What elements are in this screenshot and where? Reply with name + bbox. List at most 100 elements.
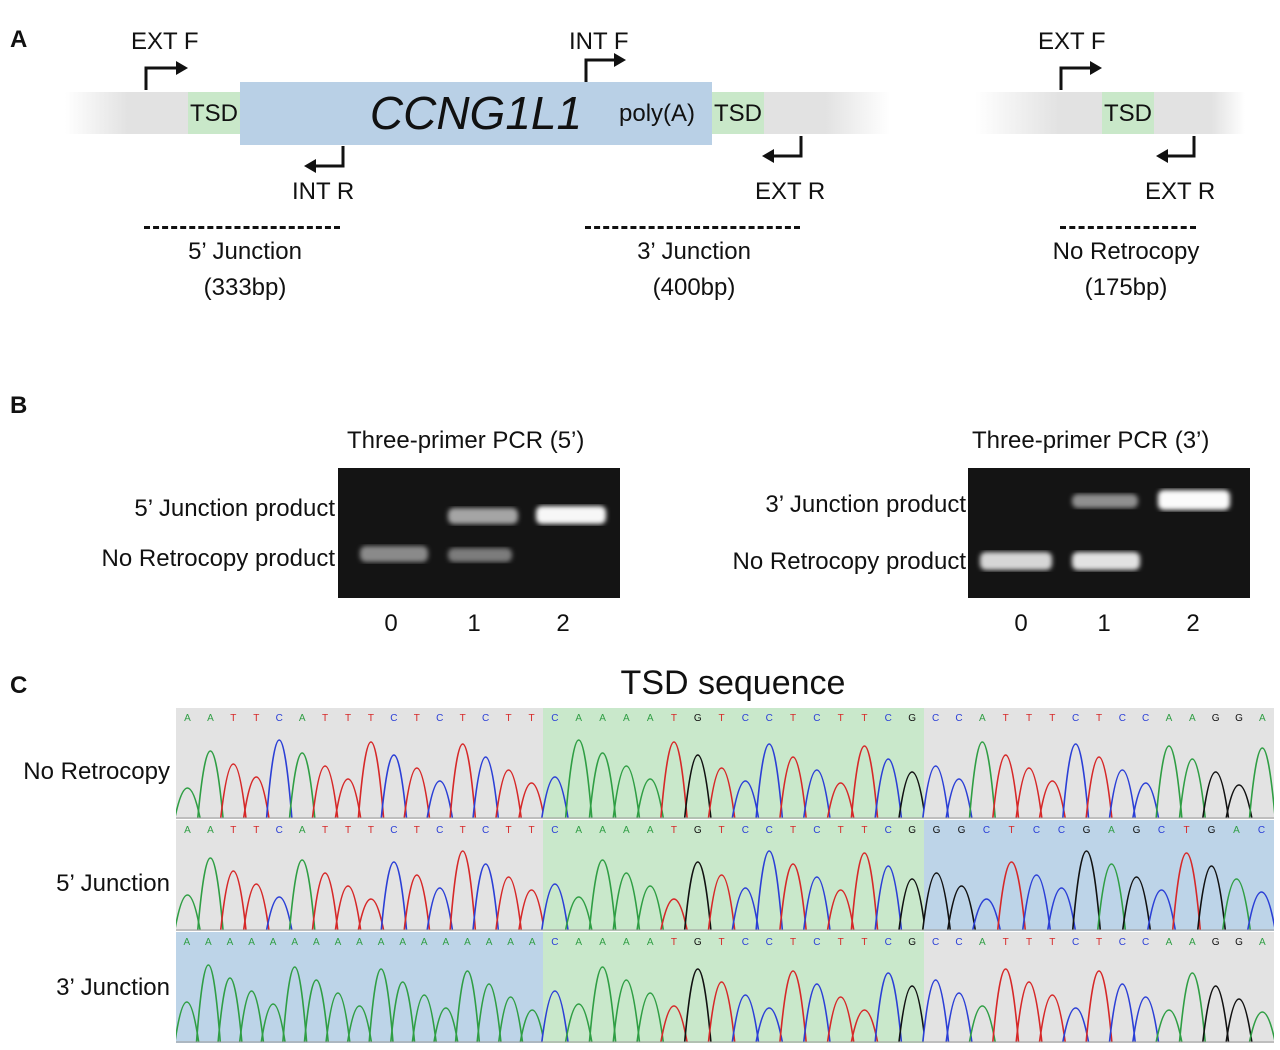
- trace-peak: [826, 996, 855, 1043]
- base-call: T: [506, 713, 512, 724]
- base-call: A: [599, 937, 606, 948]
- trace-peak: [992, 968, 1020, 1043]
- base-call: T: [790, 937, 796, 948]
- base-call: T: [1008, 825, 1014, 836]
- trace-peak: [707, 767, 736, 819]
- base-call: A: [599, 713, 606, 724]
- base-call: C: [766, 825, 773, 836]
- trace-peak: [176, 787, 201, 819]
- gel5-lane-0: 0: [384, 610, 398, 637]
- gel-3-no-retrocopy-label: No Retrocopy product: [732, 548, 966, 575]
- base-call: C: [551, 825, 558, 836]
- trace-peak: [1062, 743, 1090, 819]
- base-call: T: [861, 937, 867, 948]
- base-call: G: [1212, 937, 1220, 948]
- trace-peak: [357, 898, 385, 931]
- base-call: A: [378, 937, 385, 948]
- chromatogram-segment-1-1: [543, 820, 924, 931]
- trace-peak: [1132, 996, 1160, 1043]
- base-call: G: [908, 825, 916, 836]
- ext-r-label: EXT R: [755, 178, 826, 205]
- base-call: A: [979, 713, 986, 724]
- base-call: C: [551, 937, 558, 948]
- trace-peak: [1202, 985, 1230, 1043]
- trace-peak: [1246, 891, 1274, 931]
- base-call: T: [671, 825, 677, 836]
- base-call: A: [575, 713, 582, 724]
- trace-peak: [195, 964, 222, 1043]
- trace-peak: [996, 861, 1027, 931]
- base-call: A: [207, 825, 214, 836]
- three-prime-junction-size: (400bp): [652, 274, 736, 301]
- base-call: A: [623, 937, 630, 948]
- trace-peak: [242, 883, 270, 931]
- trace-peak: [971, 898, 1002, 931]
- base-call: C: [766, 937, 773, 948]
- gel5-lane0-no-retrocopy-band: [360, 546, 428, 562]
- trace-peak: [357, 741, 385, 819]
- trace-peak: [731, 994, 760, 1043]
- trace-peak: [1225, 998, 1253, 1043]
- base-call: A: [421, 937, 428, 948]
- trace-peak: [1171, 852, 1202, 931]
- trace-peak: [564, 739, 593, 819]
- base-call: A: [205, 937, 212, 948]
- base-call: T: [1003, 937, 1009, 948]
- base-call: A: [443, 937, 450, 948]
- trace-peak: [265, 896, 293, 931]
- base-call: C: [551, 713, 558, 724]
- polya-label: poly(A): [619, 100, 696, 127]
- base-call: C: [983, 825, 990, 836]
- trace-peak: [968, 1005, 996, 1043]
- base-call: G: [908, 713, 916, 724]
- trace-peak: [660, 898, 688, 931]
- trace-peak: [779, 756, 807, 819]
- base-call: T: [671, 937, 677, 948]
- base-call: A: [486, 937, 493, 948]
- trace-peak: [1248, 747, 1274, 819]
- base-call: C: [885, 937, 892, 948]
- chromatogram-label-3-junction: 3’ Junction: [56, 974, 170, 1001]
- trace-peak: [288, 859, 316, 931]
- trace-peak: [707, 981, 736, 1043]
- ext-f-label-2: EXT F: [1038, 28, 1106, 55]
- trace-peak: [564, 896, 593, 931]
- trace-peak: [1178, 758, 1206, 819]
- base-call: C: [1119, 713, 1126, 724]
- base-call: C: [390, 825, 397, 836]
- chromatogram-panel: A A T T C A T T T C T C T C T T C A A A A T G T C C T C T T C G C C A T T T C T…: [176, 708, 1274, 1043]
- gel5-lane-1: 1: [467, 610, 481, 637]
- five-prime-junction-size: (333bp): [203, 274, 287, 301]
- trace-peak: [1221, 878, 1252, 931]
- ext-r-arrow-icon-2: [1168, 136, 1196, 158]
- trace-peak: [449, 743, 477, 819]
- base-call: A: [184, 825, 191, 836]
- base-call: T: [1026, 713, 1032, 724]
- trace-peak: [472, 756, 500, 819]
- trace-peak: [731, 780, 760, 819]
- base-call: C: [390, 713, 397, 724]
- gel3-lane1-junction-band: [1072, 494, 1138, 508]
- trace-peak: [683, 754, 712, 819]
- trace-peak: [426, 887, 454, 931]
- trace-peak: [1202, 771, 1230, 819]
- base-call: C: [1142, 937, 1149, 948]
- base-call: A: [647, 713, 654, 724]
- trace-peak: [541, 776, 569, 819]
- trace-peak: [755, 743, 784, 819]
- trace-peak: [826, 889, 855, 931]
- base-call: A: [1259, 937, 1266, 948]
- trace-peak: [968, 741, 996, 819]
- trace-peak: [1196, 865, 1227, 931]
- gel3-lane-1: 1: [1097, 610, 1111, 637]
- gel5-lane1-junction-band: [448, 508, 518, 524]
- base-call: A: [623, 713, 630, 724]
- base-call: C: [436, 825, 443, 836]
- trace-peak: [518, 782, 545, 819]
- no-retrocopy-label: No Retrocopy: [1052, 238, 1200, 265]
- panel-label-b: B: [10, 392, 28, 419]
- base-call: A: [1166, 713, 1173, 724]
- no-retrocopy-amplicon: [1060, 226, 1196, 229]
- base-call: A: [599, 825, 606, 836]
